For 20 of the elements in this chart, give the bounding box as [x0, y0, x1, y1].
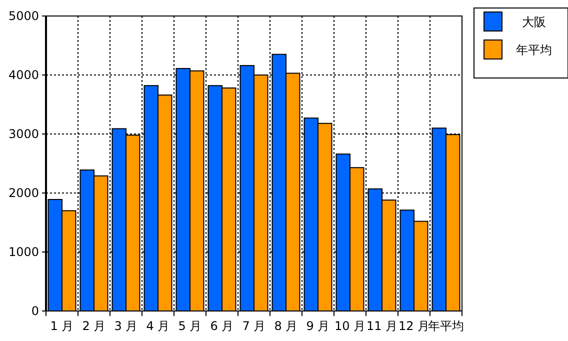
legend-label: 大阪: [522, 15, 546, 29]
x-tick-label: 9 月: [306, 319, 330, 333]
y-tick-label: 0: [31, 304, 39, 318]
x-tick-label: 11 月: [366, 319, 398, 333]
y-tick-label: 2000: [8, 186, 39, 200]
legend-label: 年平均: [516, 43, 552, 57]
y-tick-label: 5000: [8, 9, 39, 23]
x-tick-label: 2 月: [82, 319, 106, 333]
x-tick-label: 8 月: [274, 319, 298, 333]
x-tick-label: 3 月: [114, 319, 138, 333]
x-tick-label: 6 月: [210, 319, 234, 333]
x-tick-label: 7 月: [242, 319, 266, 333]
y-tick-label: 1000: [8, 245, 39, 259]
x-tick-label: 1 月: [50, 319, 74, 333]
y-tick-label: 4000: [8, 68, 39, 82]
x-tick-label: 5 月: [178, 319, 202, 333]
x-tick-label: 年平均: [428, 319, 464, 333]
x-tick-label: 4 月: [146, 319, 170, 333]
x-tick-label: 10 月: [334, 319, 366, 333]
y-tick-label: 3000: [8, 127, 39, 141]
